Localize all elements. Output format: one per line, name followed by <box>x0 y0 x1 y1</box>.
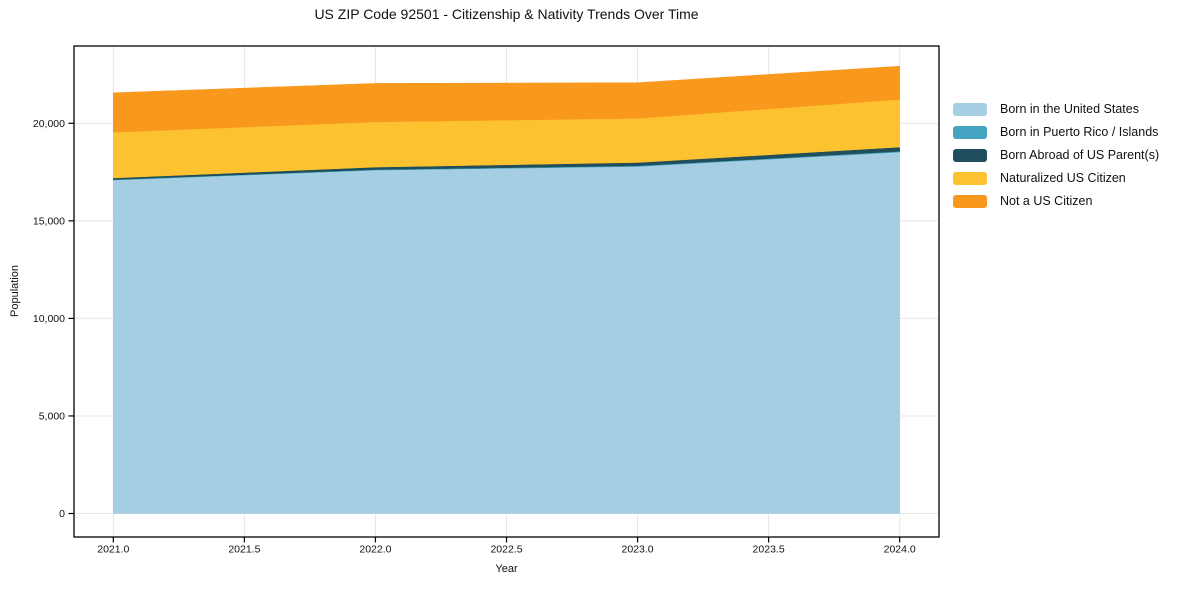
legend-item-not-a-us-citizen: Not a US Citizen <box>953 194 1159 208</box>
area-born-in-the-united-states <box>113 151 900 514</box>
legend-label: Naturalized US Citizen <box>1000 171 1126 185</box>
y-axis-label: Population <box>9 265 21 317</box>
y-tick-label: 15,000 <box>33 215 65 227</box>
x-tick-label: 2023.0 <box>621 544 653 556</box>
legend-label: Born in the United States <box>1000 102 1139 116</box>
legend-label: Born Abroad of US Parent(s) <box>1000 148 1160 162</box>
legend-item-born-in-the-united-states: Born in the United States <box>953 102 1159 116</box>
x-tick-label: 2021.5 <box>228 544 260 556</box>
x-tick-label: 2022.0 <box>359 544 391 556</box>
legend-swatch <box>953 171 987 185</box>
legend-swatch <box>953 194 987 208</box>
legend-swatch <box>953 125 987 139</box>
axes-layer: 2021.0 2021.5 2022.0 2022.5 2023.0 2023.5 2024… <box>33 45 940 556</box>
x-tick-label: 2023.5 <box>753 544 785 556</box>
y-tick-label: 20,000 <box>33 118 65 130</box>
y-tick-label: 5,000 <box>39 410 65 422</box>
x-tick-label: 2022.5 <box>490 544 522 556</box>
area-not-a-us-citizen <box>113 65 900 133</box>
legend-label: Not a US Citizen <box>1000 194 1093 208</box>
x-axis-label: Year <box>495 563 518 575</box>
y-tick-label: 10,000 <box>33 313 65 325</box>
legend-swatch <box>953 148 987 162</box>
legend: Born in the United States Born in Puerto … <box>953 102 1159 208</box>
chart-title: US ZIP Code 92501 - Citizenship & Nativi… <box>314 6 699 22</box>
x-tick-label: 2021.0 <box>97 544 129 556</box>
x-tick-label: 2024.0 <box>884 544 916 556</box>
legend-item-naturalized-us-citizen: Naturalized US Citizen <box>953 171 1159 185</box>
legend-item-born-abroad-of-us-parent-s: Born Abroad of US Parent(s) <box>953 148 1159 162</box>
legend-swatch <box>953 102 987 116</box>
y-tick-label: 0 <box>59 508 65 520</box>
legend-item-born-in-puerto-rico-islands: Born in Puerto Rico / Islands <box>953 125 1159 139</box>
legend-label: Born in Puerto Rico / Islands <box>1000 125 1159 139</box>
area-series-layer <box>113 65 900 514</box>
